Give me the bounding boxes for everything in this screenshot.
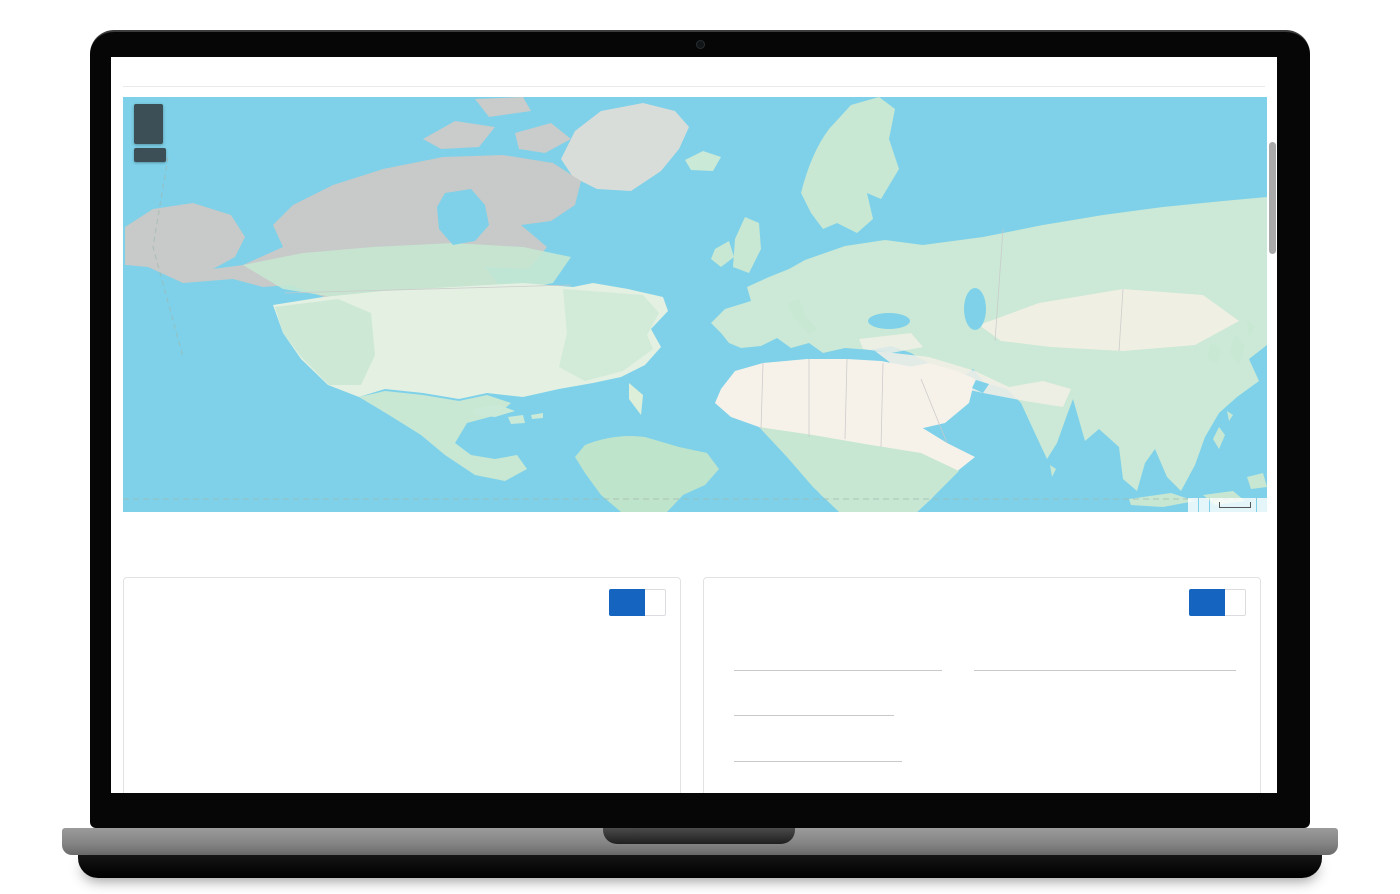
laptop-lid-notch [603, 828, 795, 844]
scale-bar [1219, 502, 1251, 508]
zoom-in-button[interactable] [134, 104, 163, 123]
markets-chart-card [123, 577, 681, 793]
property-type-legend [111, 515, 1277, 523]
callout-line [734, 715, 894, 716]
laptop-screen [90, 30, 1310, 828]
inmuebles-toggle-button[interactable] [645, 589, 666, 616]
callout-line [734, 761, 902, 762]
type-donut-chart [824, 633, 1144, 793]
inmuebles-toggle-button[interactable] [1225, 589, 1246, 616]
laptop-base [62, 828, 1338, 855]
callout-line [734, 670, 942, 671]
map-data-label[interactable] [1199, 498, 1209, 512]
map-type-button[interactable] [134, 148, 166, 162]
markets-bar-chart [124, 623, 680, 793]
callout-line [974, 670, 1236, 671]
dashboard [111, 57, 1277, 793]
divider [123, 86, 1265, 87]
m2-toggle-button[interactable] [609, 589, 645, 616]
laptop-underside [78, 855, 1322, 878]
m2-toggle-button[interactable] [1189, 589, 1225, 616]
map-zoom-control [134, 104, 163, 144]
map-scale [1210, 498, 1256, 512]
terms-link[interactable] [1257, 498, 1267, 512]
unit-toggle [609, 589, 666, 616]
webcam-icon [696, 40, 705, 49]
map-attribution [1187, 498, 1267, 512]
charts-row [123, 577, 1265, 793]
world-map-art [123, 97, 1267, 512]
page-scrollbar[interactable] [1269, 142, 1276, 254]
portfolio-map[interactable] [123, 97, 1267, 512]
type-chart-card [703, 577, 1261, 793]
keyboard-shortcuts-link[interactable] [1188, 498, 1198, 512]
unit-toggle [1189, 589, 1246, 616]
